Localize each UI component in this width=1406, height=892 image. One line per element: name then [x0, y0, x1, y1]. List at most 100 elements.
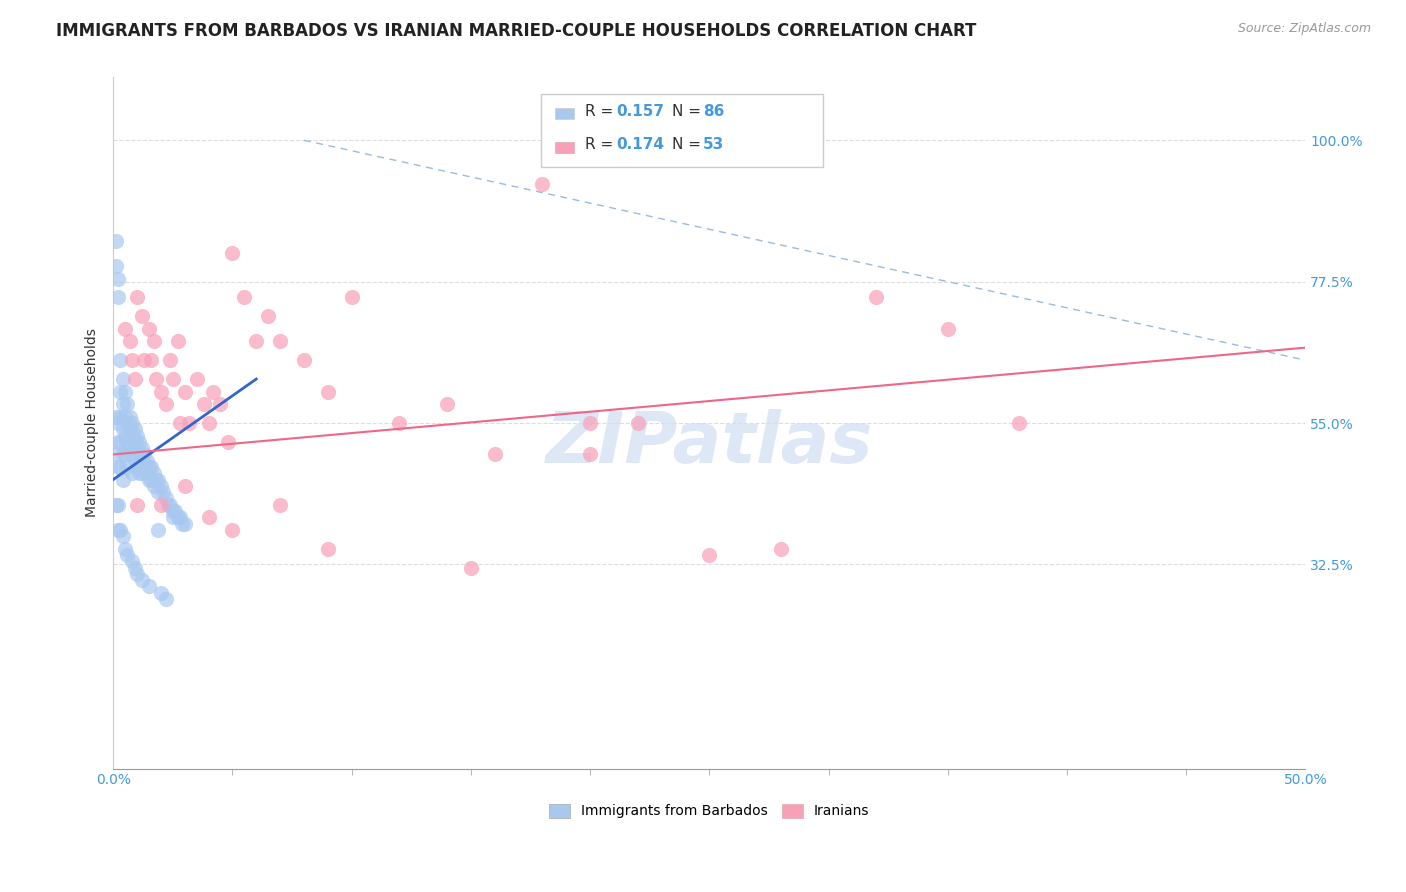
Point — [157, 498, 180, 512]
Point — [257, 309, 280, 323]
Point — [118, 334, 141, 349]
Point — [124, 454, 146, 468]
Point — [134, 447, 156, 461]
Y-axis label: Married-couple Households: Married-couple Households — [86, 328, 100, 517]
Point — [138, 579, 160, 593]
Point — [110, 460, 132, 475]
Point — [169, 510, 191, 524]
Point — [110, 409, 132, 424]
Point — [124, 434, 146, 449]
Point — [117, 548, 139, 562]
Point — [697, 548, 720, 562]
Point — [114, 541, 136, 556]
Point — [104, 259, 127, 273]
Point — [316, 384, 339, 399]
Point — [128, 467, 150, 481]
Point — [125, 290, 148, 304]
Point — [148, 485, 170, 500]
Point — [107, 460, 129, 475]
Text: R =: R = — [585, 137, 619, 152]
Point — [186, 372, 208, 386]
Point — [269, 498, 291, 512]
Point — [436, 397, 458, 411]
Point — [121, 353, 143, 368]
Point — [107, 416, 129, 430]
Point — [484, 447, 506, 461]
Point — [111, 397, 134, 411]
Point — [316, 541, 339, 556]
Point — [138, 322, 160, 336]
Point — [124, 372, 146, 386]
Point — [118, 409, 141, 424]
Point — [131, 441, 153, 455]
Point — [124, 560, 146, 574]
Point — [169, 416, 191, 430]
Point — [135, 454, 157, 468]
Point — [141, 473, 163, 487]
Point — [149, 585, 172, 599]
Point — [111, 372, 134, 386]
Point — [104, 447, 127, 461]
Point — [110, 384, 132, 399]
Point — [125, 566, 148, 581]
Text: 0.157: 0.157 — [616, 104, 664, 119]
Text: N =: N = — [672, 137, 706, 152]
Point — [107, 523, 129, 537]
Point — [117, 416, 139, 430]
Point — [155, 491, 177, 506]
Point — [173, 479, 195, 493]
Point — [245, 334, 267, 349]
Point — [179, 416, 201, 430]
Point — [173, 516, 195, 531]
Point — [134, 460, 156, 475]
Point — [460, 560, 482, 574]
Point — [149, 498, 172, 512]
Point — [128, 447, 150, 461]
Point — [193, 397, 215, 411]
Point — [111, 422, 134, 436]
Point — [142, 334, 165, 349]
Point — [531, 178, 554, 192]
Point — [627, 416, 650, 430]
Point — [172, 516, 194, 531]
Point — [117, 434, 139, 449]
Point — [111, 529, 134, 543]
Point — [131, 309, 153, 323]
Point — [125, 460, 148, 475]
Text: Source: ZipAtlas.com: Source: ZipAtlas.com — [1237, 22, 1371, 36]
Point — [110, 523, 132, 537]
Point — [162, 510, 184, 524]
Point — [579, 416, 602, 430]
Point — [141, 353, 163, 368]
Text: R =: R = — [585, 104, 619, 119]
Point — [152, 485, 174, 500]
Point — [118, 441, 141, 455]
Point — [173, 384, 195, 399]
Point — [104, 409, 127, 424]
Point — [166, 334, 188, 349]
Point — [936, 322, 959, 336]
Point — [233, 290, 256, 304]
Text: 53: 53 — [703, 137, 724, 152]
Point — [769, 541, 792, 556]
Point — [141, 460, 163, 475]
Point — [166, 510, 188, 524]
Point — [865, 290, 887, 304]
Point — [159, 353, 181, 368]
Point — [131, 454, 153, 468]
Point — [117, 397, 139, 411]
Point — [145, 473, 167, 487]
Point — [124, 422, 146, 436]
Point — [142, 467, 165, 481]
Point — [138, 460, 160, 475]
Point — [121, 447, 143, 461]
Point — [110, 353, 132, 368]
Point — [159, 498, 181, 512]
Point — [117, 460, 139, 475]
Point — [162, 504, 184, 518]
Point — [114, 428, 136, 442]
Point — [162, 372, 184, 386]
Point — [149, 479, 172, 493]
Point — [292, 353, 315, 368]
Point — [269, 334, 291, 349]
